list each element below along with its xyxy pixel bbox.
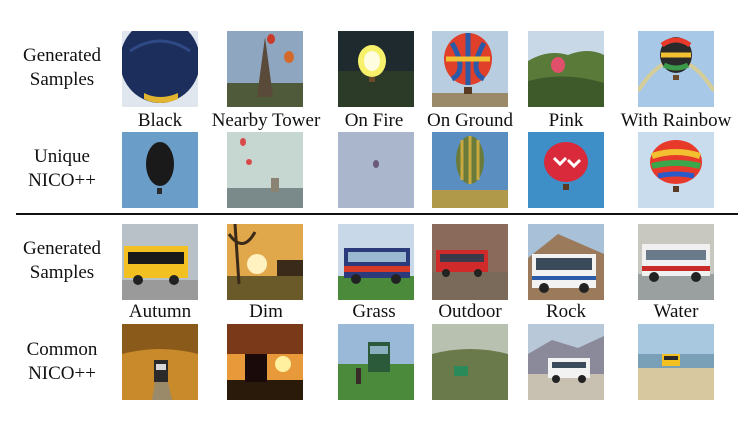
row-label-generated-buses: Generated Samples bbox=[8, 237, 116, 285]
caption-autumn: Autumn bbox=[128, 301, 192, 322]
label-line: NICO++ bbox=[28, 170, 96, 191]
label-line: Generated bbox=[22, 238, 102, 259]
image-balloon-black bbox=[122, 31, 198, 107]
label-line: Samples bbox=[29, 69, 95, 90]
image-nico-bus-rock bbox=[528, 324, 604, 400]
caption-with-rainbow: With Rainbow bbox=[620, 110, 732, 131]
image-bus-grass bbox=[338, 224, 414, 300]
image-bus-dim bbox=[227, 224, 303, 300]
image-balloon-on-fire bbox=[338, 31, 414, 107]
label-line: NICO++ bbox=[28, 363, 96, 384]
row-label-unique-nico: Unique NICO++ bbox=[8, 145, 116, 193]
image-nico-bus-beach bbox=[638, 324, 714, 400]
image-nico-bus-grass bbox=[338, 324, 414, 400]
image-bus-water bbox=[638, 224, 714, 300]
image-nico-balloon-striped bbox=[432, 132, 508, 208]
image-nico-bus-autumn bbox=[122, 324, 198, 400]
image-balloon-pink bbox=[528, 31, 604, 107]
image-nico-bus-hill bbox=[432, 324, 508, 400]
section-divider bbox=[16, 213, 738, 215]
image-nico-balloon-heart bbox=[528, 132, 604, 208]
caption-outdoor: Outdoor bbox=[438, 301, 502, 322]
image-nico-balloon-city bbox=[227, 132, 303, 208]
caption-rock: Rock bbox=[545, 301, 587, 322]
label-line: Generated bbox=[22, 45, 102, 66]
image-nico-bus-sunset bbox=[227, 324, 303, 400]
image-nico-balloon-dark bbox=[122, 132, 198, 208]
caption-on-ground: On Ground bbox=[426, 110, 514, 131]
row-label-generated-balloons: Generated Samples bbox=[8, 44, 116, 92]
image-balloon-on-ground bbox=[432, 31, 508, 107]
image-balloon-with-rainbow bbox=[638, 31, 714, 107]
image-nico-balloon-haze bbox=[338, 132, 414, 208]
caption-pink: Pink bbox=[548, 110, 584, 131]
caption-black: Black bbox=[137, 110, 183, 131]
label-line: Samples bbox=[29, 262, 95, 283]
caption-nearby-tower: Nearby Tower bbox=[211, 110, 321, 131]
image-nico-balloon-rainbow bbox=[638, 132, 714, 208]
row-label-common-nico: Common NICO++ bbox=[8, 338, 116, 386]
label-line: Common bbox=[26, 339, 98, 360]
image-balloon-nearby-tower bbox=[227, 31, 303, 107]
label-line: Unique bbox=[34, 146, 90, 167]
caption-dim: Dim bbox=[249, 301, 283, 322]
image-bus-outdoor bbox=[432, 224, 508, 300]
image-bus-rock bbox=[528, 224, 604, 300]
caption-water: Water bbox=[653, 301, 699, 322]
caption-grass: Grass bbox=[352, 301, 396, 322]
image-bus-autumn bbox=[122, 224, 198, 300]
caption-on-fire: On Fire bbox=[344, 110, 404, 131]
